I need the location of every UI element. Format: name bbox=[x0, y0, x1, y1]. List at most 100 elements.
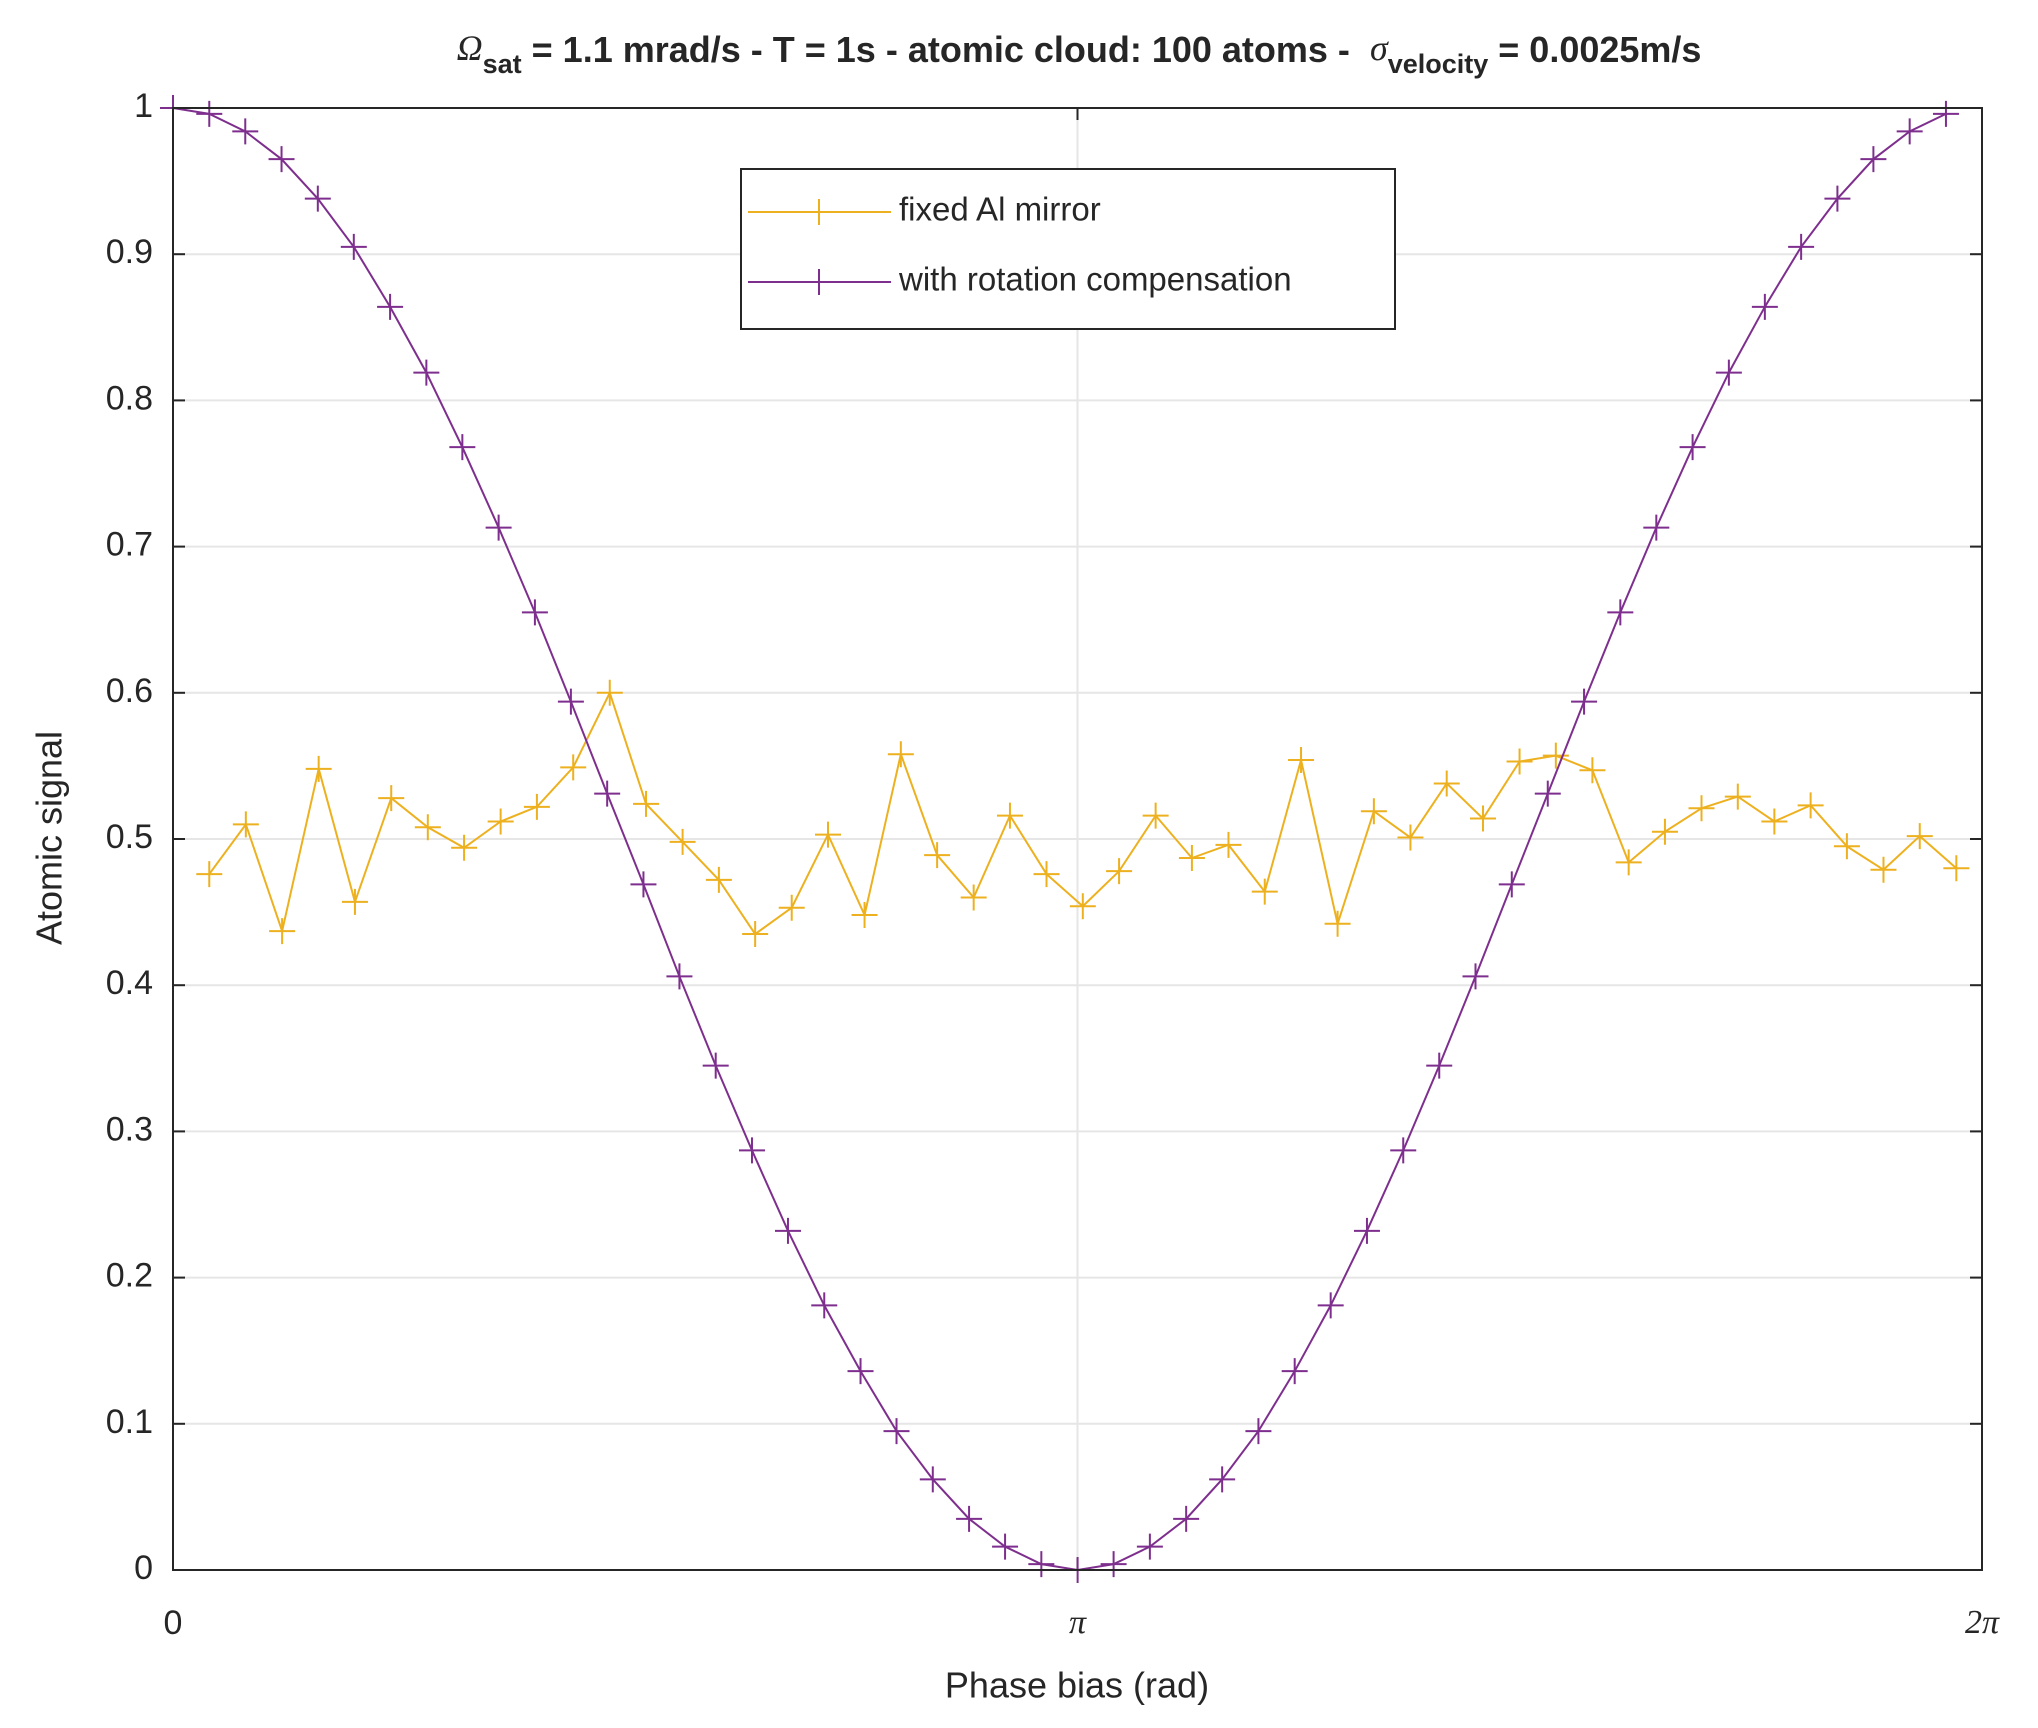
x-axis-label: Phase bias (rad) bbox=[945, 1665, 1209, 1706]
marker bbox=[557, 688, 584, 715]
chart-title: Ωsat = 1.1 mrad/s - T = 1s - atomic clou… bbox=[457, 28, 1702, 79]
title-sigma: σ bbox=[1370, 28, 1389, 68]
marker bbox=[1433, 770, 1460, 797]
marker bbox=[560, 754, 587, 781]
marker bbox=[1542, 742, 1569, 769]
y-tick-label: 0.1 bbox=[106, 1403, 153, 1441]
marker bbox=[1943, 855, 1970, 882]
marker bbox=[883, 1418, 910, 1445]
marker bbox=[1688, 795, 1715, 822]
marker bbox=[1100, 1551, 1127, 1578]
legend-label: fixed Al mirror bbox=[899, 191, 1101, 228]
title-end: = 0.0025m/s bbox=[1488, 29, 1701, 70]
y-tick-label: 0.4 bbox=[106, 964, 153, 1002]
marker bbox=[1173, 1505, 1200, 1532]
marker bbox=[521, 599, 548, 626]
legend-marker bbox=[806, 199, 832, 225]
marker bbox=[413, 359, 440, 386]
x-tick-label: π bbox=[1069, 1604, 1087, 1641]
marker bbox=[1715, 359, 1742, 386]
marker bbox=[196, 100, 223, 127]
marker bbox=[340, 233, 367, 260]
marker bbox=[633, 790, 660, 817]
marker bbox=[304, 185, 331, 212]
title-omega-sub: sat bbox=[483, 49, 522, 79]
marker bbox=[742, 921, 769, 948]
marker bbox=[1028, 1551, 1055, 1578]
marker bbox=[1142, 802, 1169, 829]
marker bbox=[1724, 783, 1751, 810]
marker bbox=[1178, 845, 1205, 872]
marker bbox=[268, 146, 295, 173]
marker bbox=[414, 814, 441, 841]
marker bbox=[1353, 1217, 1380, 1244]
marker bbox=[1607, 599, 1634, 626]
marker bbox=[487, 808, 514, 835]
marker bbox=[992, 1533, 1019, 1560]
marker bbox=[1751, 293, 1778, 320]
marker bbox=[1462, 963, 1489, 990]
marker bbox=[1896, 118, 1923, 145]
marker bbox=[847, 1358, 874, 1385]
marker bbox=[1679, 434, 1706, 461]
marker bbox=[305, 755, 332, 782]
marker bbox=[1788, 233, 1815, 260]
marker bbox=[196, 861, 223, 888]
legend-label: with rotation compensation bbox=[898, 261, 1292, 298]
marker bbox=[1615, 849, 1642, 876]
marker bbox=[485, 514, 512, 541]
marker bbox=[1281, 1358, 1308, 1385]
marker bbox=[1506, 748, 1533, 775]
marker bbox=[1136, 1533, 1163, 1560]
marker bbox=[232, 811, 259, 838]
marker bbox=[778, 894, 805, 921]
marker bbox=[887, 741, 914, 768]
marker bbox=[811, 1292, 838, 1319]
marker bbox=[1245, 1418, 1272, 1445]
marker bbox=[1761, 808, 1788, 835]
marker bbox=[451, 834, 478, 861]
marker bbox=[1033, 861, 1060, 888]
marker bbox=[630, 871, 657, 898]
marker bbox=[1833, 833, 1860, 860]
marker bbox=[702, 1052, 729, 1079]
marker bbox=[738, 1137, 765, 1164]
marker bbox=[1870, 856, 1897, 883]
marker bbox=[341, 888, 368, 915]
legend-box bbox=[740, 168, 1396, 330]
marker bbox=[924, 842, 951, 869]
marker bbox=[594, 780, 621, 807]
legend-marker bbox=[806, 269, 832, 295]
marker bbox=[1288, 747, 1315, 774]
y-tick-label: 0.3 bbox=[106, 1110, 153, 1148]
marker bbox=[1579, 757, 1606, 784]
y-tick-label: 0.8 bbox=[106, 379, 153, 417]
marker bbox=[956, 1505, 983, 1532]
marker bbox=[1390, 1137, 1417, 1164]
marker bbox=[1209, 1466, 1236, 1493]
title-sigma-sub: velocity bbox=[1388, 49, 1489, 79]
marker bbox=[666, 963, 693, 990]
series-line bbox=[172, 107, 1947, 1572]
legend: fixed Al mirror with rotation compensatio… bbox=[740, 168, 1396, 330]
marker bbox=[1797, 792, 1824, 819]
y-tick-label: 0.6 bbox=[106, 672, 153, 710]
marker bbox=[814, 821, 841, 848]
marker bbox=[1498, 871, 1525, 898]
marker bbox=[1651, 818, 1678, 845]
marker bbox=[269, 918, 296, 945]
marker bbox=[1251, 878, 1278, 905]
marker bbox=[596, 679, 623, 706]
y-tick-label: 0.2 bbox=[106, 1257, 153, 1295]
y-tick-label: 1 bbox=[134, 87, 153, 125]
marker bbox=[1824, 185, 1851, 212]
marker bbox=[1469, 805, 1496, 832]
marker bbox=[1932, 100, 1959, 127]
marker bbox=[523, 793, 550, 820]
marker bbox=[1069, 893, 1096, 920]
marker bbox=[1426, 1052, 1453, 1079]
marker bbox=[1215, 831, 1242, 858]
marker bbox=[774, 1217, 801, 1244]
y-tick-label: 0 bbox=[134, 1549, 153, 1587]
